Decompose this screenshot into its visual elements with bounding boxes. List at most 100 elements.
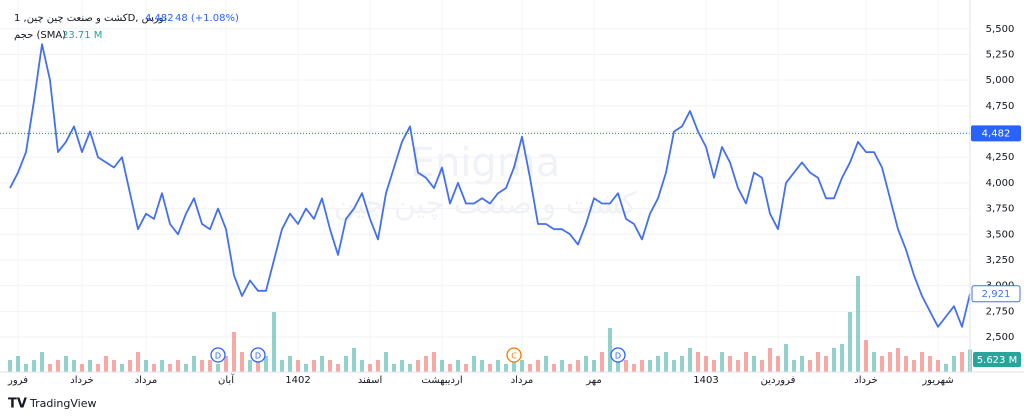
x-tick-label: آبان — [218, 373, 235, 386]
volume-bar — [504, 364, 508, 372]
volume-bar — [680, 356, 684, 372]
volume-bar — [136, 352, 140, 372]
end-price-box — [971, 285, 1021, 303]
volume-title[interactable]: حجم (SMA) — [14, 30, 66, 41]
event-marker[interactable] — [610, 347, 626, 363]
volume-bar — [200, 360, 204, 372]
volume-bar — [784, 344, 788, 372]
volume-bar — [104, 356, 108, 372]
volume-bar — [144, 360, 148, 372]
volume-bar — [848, 312, 852, 372]
volume-bar — [352, 348, 356, 372]
change-text: 48 (+1.08%) — [175, 13, 239, 24]
end-price-label: 2,921 — [982, 289, 1011, 300]
price-text: 4,482 — [145, 13, 174, 24]
y-tick-label: 2,500 — [986, 332, 1015, 343]
y-tick-label: 4,250 — [986, 152, 1015, 163]
volume-bar — [8, 360, 12, 372]
volume-bar — [752, 356, 756, 372]
volume-bar — [728, 356, 732, 372]
volume-bar — [152, 364, 156, 372]
volume-bar — [184, 364, 188, 372]
volume-bar — [128, 360, 132, 372]
event-label: D — [615, 352, 621, 361]
event-marker[interactable] — [210, 347, 226, 363]
last-price-box — [971, 125, 1021, 142]
volume-bar — [496, 360, 500, 372]
x-tick-label: خرداد — [854, 375, 877, 386]
volume-bar — [800, 356, 804, 372]
x-tick-label: مرداد — [511, 375, 534, 386]
brand[interactable]: 𝗧𝗩 TradingView — [8, 397, 96, 412]
event-label: C — [511, 352, 517, 361]
volume-bar — [408, 364, 412, 372]
x-tick-label: خرداد — [70, 375, 93, 386]
volume-bar — [736, 360, 740, 372]
volume-bar — [224, 356, 228, 372]
volume-bar — [704, 356, 708, 372]
volume-bar — [312, 360, 316, 372]
volume-bar — [64, 356, 68, 372]
x-tick-label: مرداد — [135, 375, 158, 386]
volume-bar — [320, 356, 324, 372]
x-tick-label: مهر — [585, 375, 601, 386]
volume-bar — [640, 360, 644, 372]
volume-bar — [400, 360, 404, 372]
volume-bar — [96, 364, 100, 372]
volume-bar — [520, 360, 524, 372]
volume-bar — [592, 360, 596, 372]
volume-bar — [424, 356, 428, 372]
volume-bar — [376, 360, 380, 372]
volume-bar — [792, 360, 796, 372]
volume-bar — [296, 360, 300, 372]
volume-bar — [872, 352, 876, 372]
y-tick-label: 2,750 — [986, 306, 1015, 317]
volume-bar — [344, 356, 348, 372]
y-tick-label: 3,500 — [986, 229, 1015, 240]
volume-bar — [328, 360, 332, 372]
watermark: Enigma — [410, 140, 561, 186]
volume-bar — [936, 360, 940, 372]
volume-bar — [432, 352, 436, 372]
volume-bar — [720, 352, 724, 372]
volume-bar — [360, 360, 364, 372]
volume-bar — [672, 360, 676, 372]
volume-bar — [336, 364, 340, 372]
volume-bar — [248, 360, 252, 372]
volume-bar — [768, 348, 772, 372]
volume-bar — [72, 360, 76, 372]
volume-bar — [712, 360, 716, 372]
volume-bar — [952, 356, 956, 372]
volume-sma: 23.71 M — [62, 30, 102, 41]
brand-name: TradingView — [29, 397, 96, 410]
volume-bar — [888, 352, 892, 372]
volume-last-label: 5.623 M — [977, 355, 1017, 366]
volume-bar — [544, 356, 548, 372]
volume-bar — [472, 356, 476, 372]
y-tick-label: 4,000 — [986, 178, 1015, 189]
y-tick-label: 5,000 — [986, 75, 1015, 86]
volume-bar — [488, 364, 492, 372]
volume-bar — [656, 356, 660, 372]
volume-bar — [288, 356, 292, 372]
volume-bar — [160, 360, 164, 372]
event-marker[interactable] — [506, 347, 522, 363]
volume-bar — [456, 360, 460, 372]
x-tick-label: شهریور — [921, 375, 953, 386]
x-tick-label: فروردین — [761, 375, 796, 386]
volume-bar — [216, 364, 220, 372]
volume-bar — [928, 356, 932, 372]
x-tick-label: فرور — [7, 375, 28, 386]
last-price-label: 4,482 — [982, 128, 1011, 139]
volume-bar — [272, 312, 276, 372]
volume-bar — [536, 360, 540, 372]
x-tick-label: اسفند — [358, 375, 382, 386]
volume-bar — [88, 360, 92, 372]
event-marker[interactable] — [250, 347, 266, 363]
symbol-title[interactable]: کشت و صنعت چین چین, 1D, بورس — [14, 13, 167, 24]
volume-bar — [512, 356, 516, 372]
volume-bar — [416, 360, 420, 372]
volume-bar — [80, 364, 84, 372]
volume-bar — [112, 360, 116, 372]
volume-bar — [960, 352, 964, 372]
